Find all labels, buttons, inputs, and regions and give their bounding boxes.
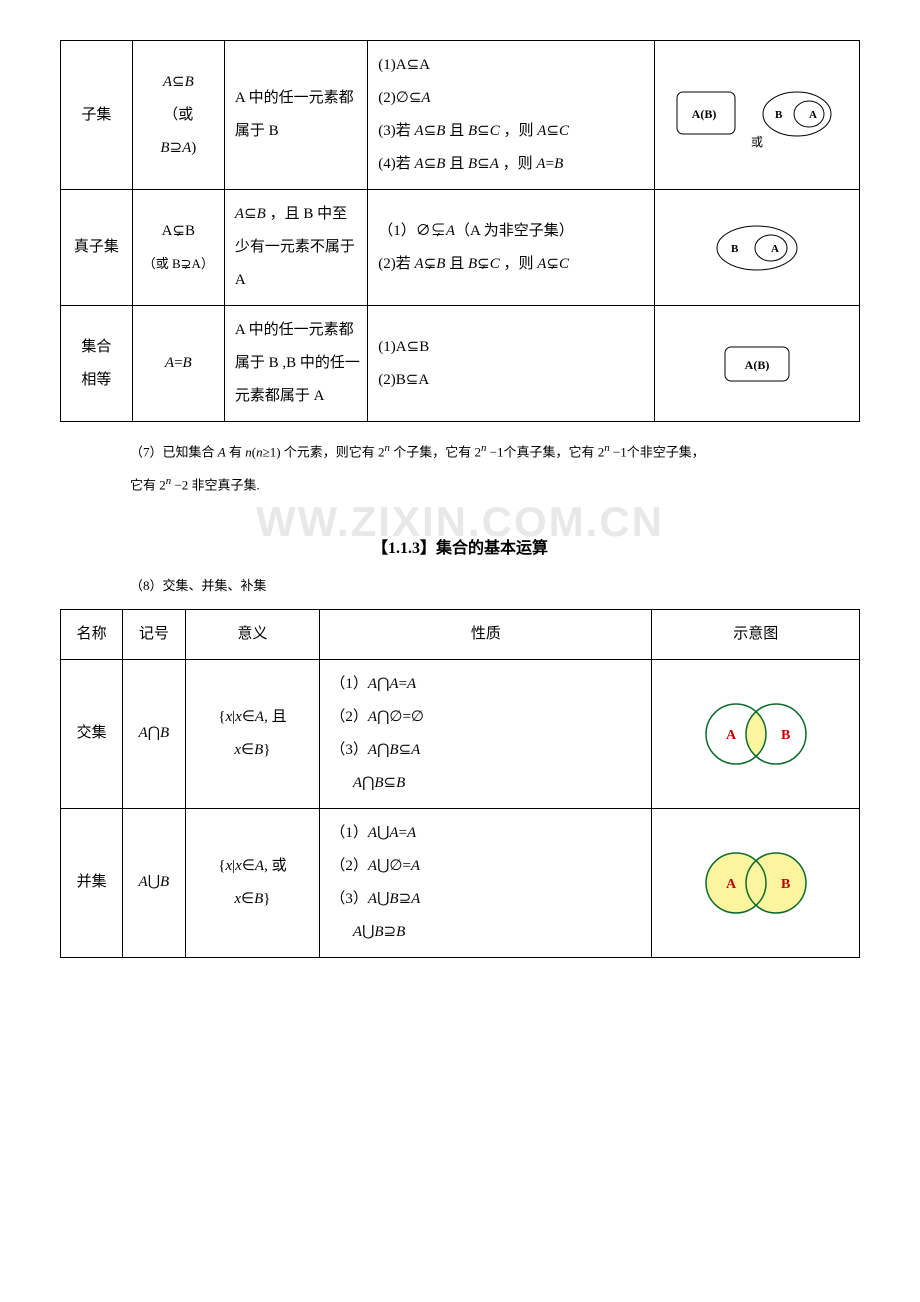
row-name: 并集 — [61, 808, 123, 957]
row-props: （1）A⋃A=A（2）A⋃∅=A（3）A⋃B⊇A A⋃B⊇B — [320, 808, 652, 957]
svg-text:A: A — [726, 877, 737, 892]
row-meaning: A 中的任一元素都属于 B — [224, 41, 367, 190]
svg-text:A: A — [809, 109, 817, 121]
operations-table: 名称记号意义性质示意图交集A⋂B{x|x∈A, 且x∈B}（1）A⋂A=A（2）… — [60, 609, 860, 958]
subset-table: 子集A⊆B（或B⊇A)A 中的任一元素都属于 B(1)A⊆A(2)∅⊆A(3)若… — [60, 40, 860, 422]
svg-text:或: 或 — [751, 135, 763, 149]
proper-subset-diagram: B A — [697, 221, 817, 275]
equal-diagram: A(B) — [707, 339, 807, 389]
svg-text:A(B): A(B) — [692, 107, 717, 121]
column-header: 记号 — [123, 609, 185, 659]
table-row: 并集A⋃B{x|x∈A, 或x∈B}（1）A⋃A=A（2）A⋃∅=A（3）A⋃B… — [61, 808, 860, 957]
column-header: 性质 — [320, 609, 652, 659]
row-diagram: B A — [655, 190, 860, 306]
svg-text:A: A — [726, 728, 737, 743]
row-name: 集合相等 — [61, 306, 133, 422]
row-diagram: A B — [652, 808, 860, 957]
row-meaning: A 中的任一元素都属于 B ,B 中的任一元素都属于 A — [224, 306, 367, 422]
intersection-diagram: A B — [681, 694, 831, 774]
svg-text:A: A — [771, 243, 779, 255]
svg-text:B: B — [731, 243, 739, 255]
paragraph-7: （7）已知集合 A 有 n(n≥1) 个元素，则它有 2n 个子集，它有 2n … — [130, 438, 860, 465]
row-notation: A⊊B（或 B⊋A） — [132, 190, 224, 306]
row-notation: A⊆B（或B⊇A) — [132, 41, 224, 190]
svg-text:B: B — [781, 728, 790, 743]
row-props: （1）∅⊊A（A 为非空子集）(2)若 A⊊B 且 B⊊C ，则 A⊊C — [368, 190, 655, 306]
table-row: 集合相等A=BA 中的任一元素都属于 B ,B 中的任一元素都属于 A(1)A⊆… — [61, 306, 860, 422]
column-header: 名称 — [61, 609, 123, 659]
row-notation: A⋃B — [123, 808, 185, 957]
table-header-row: 名称记号意义性质示意图 — [61, 609, 860, 659]
svg-text:B: B — [781, 877, 790, 892]
row-name: 子集 — [61, 41, 133, 190]
svg-text:A(B): A(B) — [745, 358, 770, 372]
svg-text:B: B — [775, 109, 783, 121]
row-meaning: {x|x∈A, 或x∈B} — [185, 808, 320, 957]
row-diagram: A B — [652, 659, 860, 808]
column-header: 示意图 — [652, 609, 860, 659]
subset-diagram: A(B) B A 或 — [667, 80, 847, 150]
row-name: 交集 — [61, 659, 123, 808]
paragraph-7b: 它有 2n −2 非空真子集. — [130, 471, 860, 498]
table-row: 交集A⋂B{x|x∈A, 且x∈B}（1）A⋂A=A（2）A⋂∅=∅（3）A⋂B… — [61, 659, 860, 808]
row-meaning: {x|x∈A, 且x∈B} — [185, 659, 320, 808]
row-notation: A⋂B — [123, 659, 185, 808]
union-diagram: A B — [681, 843, 831, 923]
row-props: （1）A⋂A=A（2）A⋂∅=∅（3）A⋂B⊆A A⋂B⊆B — [320, 659, 652, 808]
row-notation: A=B — [132, 306, 224, 422]
row-name: 真子集 — [61, 190, 133, 306]
row-props: (1)A⊆B(2)B⊆A — [368, 306, 655, 422]
row-diagram: A(B) B A 或 — [655, 41, 860, 190]
row-meaning: A⊆B ，且 B 中至少有一元素不属于 A — [224, 190, 367, 306]
table-row: 真子集A⊊B（或 B⊋A）A⊆B ，且 B 中至少有一元素不属于 A（1）∅⊊A… — [61, 190, 860, 306]
row-props: (1)A⊆A(2)∅⊆A(3)若 A⊆B 且 B⊆C ，则 A⊆C(4)若 A⊆… — [368, 41, 655, 190]
row-diagram: A(B) — [655, 306, 860, 422]
table-row: 子集A⊆B（或B⊇A)A 中的任一元素都属于 B(1)A⊆A(2)∅⊆A(3)若… — [61, 41, 860, 190]
column-header: 意义 — [185, 609, 320, 659]
watermark: WW.ZIXIN.COM.CN — [60, 498, 860, 546]
paragraph-8: （8）交集、并集、补集 — [130, 574, 860, 599]
